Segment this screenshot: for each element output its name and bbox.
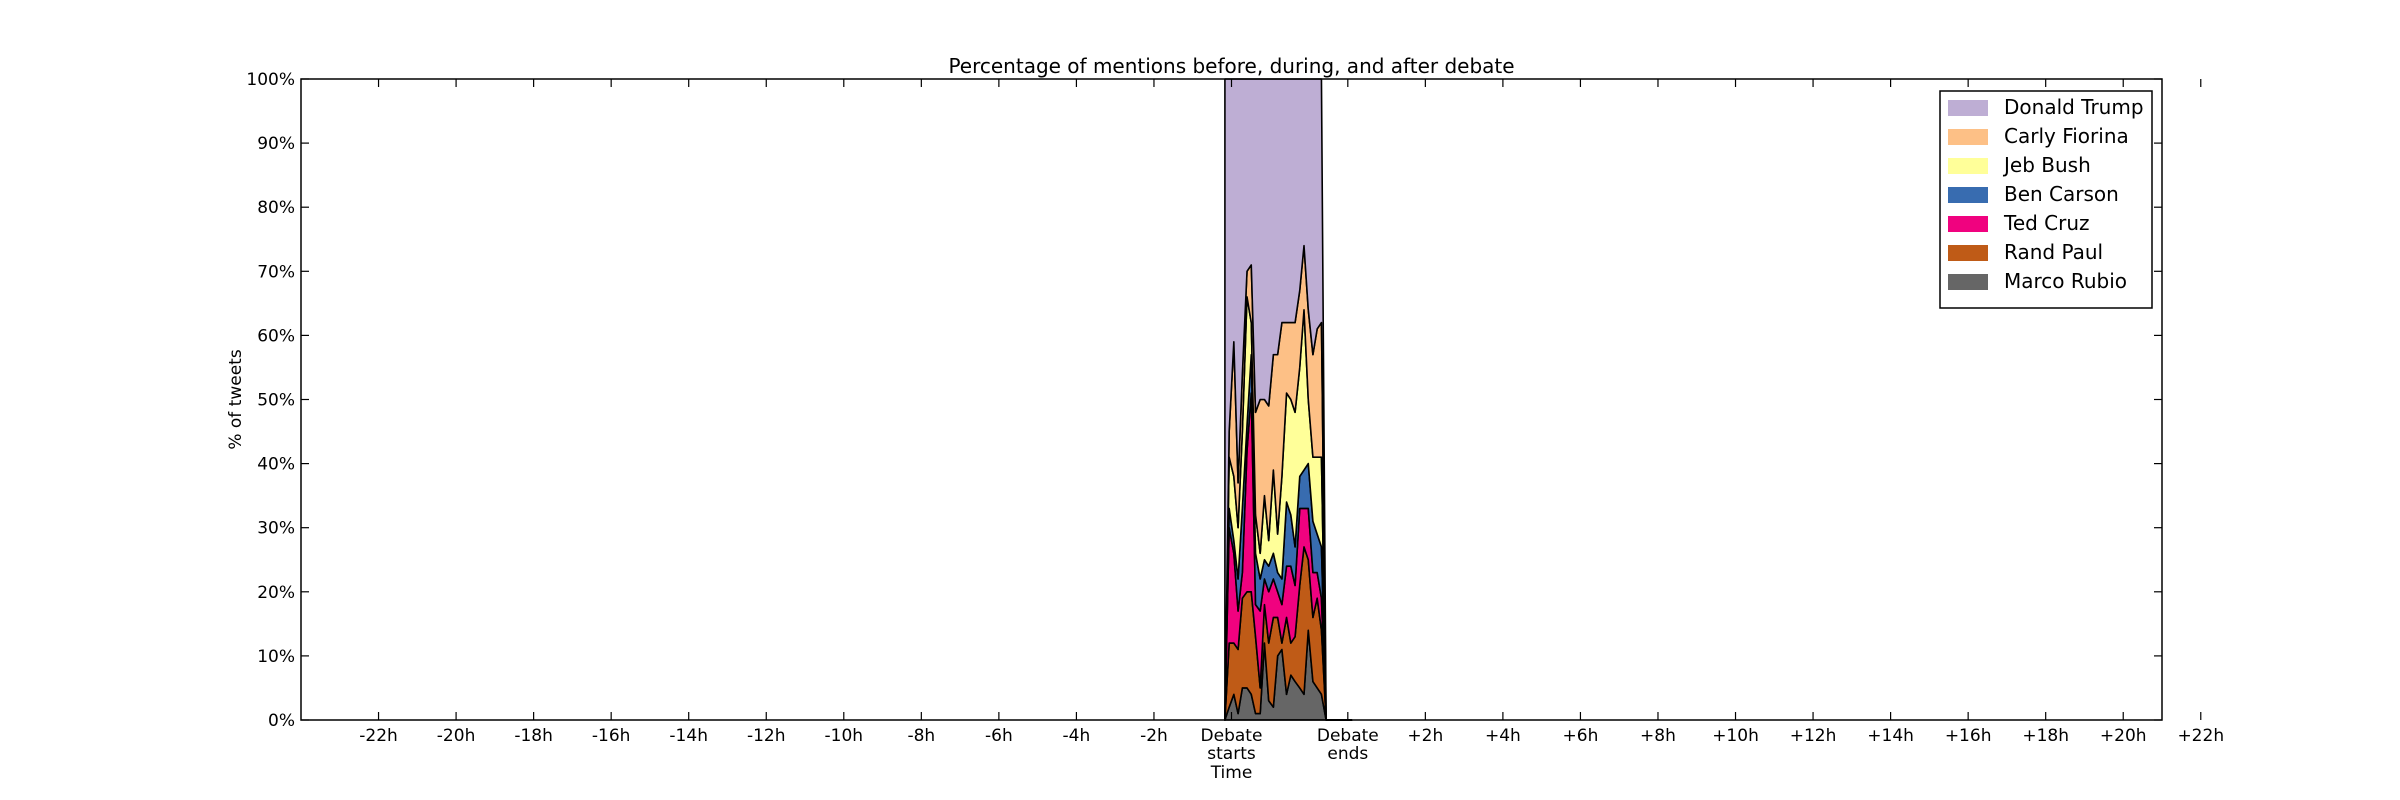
x-tick-label: +4h (1485, 726, 1521, 746)
x-tick-label: +6h (1563, 726, 1599, 746)
legend-label-ben-carson: Ben Carson (2004, 182, 2119, 206)
x-tick-label: +14h (1867, 726, 1914, 746)
y-tick-label: 0% (268, 711, 295, 731)
y-tick-label: 70% (257, 262, 295, 282)
x-tick-label: Debate ends (1317, 726, 1379, 764)
x-tick-label: +12h (1790, 726, 1837, 746)
x-tick-label: +2h (1407, 726, 1443, 746)
y-tick-label: 80% (257, 198, 295, 218)
x-tick-label: -14h (669, 726, 708, 746)
legend-label-jeb-bush: Jeb Bush (2002, 153, 2091, 177)
x-tick-label: -10h (825, 726, 864, 746)
legend-swatch-ted-cruz (1948, 216, 1988, 232)
x-tick-label: -4h (1063, 726, 1091, 746)
x-tick-label: -8h (907, 726, 935, 746)
legend-label-carly-fiorina: Carly Fiorina (2004, 124, 2129, 148)
legend-label-rand-paul: Rand Paul (2004, 240, 2103, 264)
y-tick-label: 60% (257, 326, 295, 346)
tick-marks (301, 78, 2202, 721)
x-tick-label: -2h (1140, 726, 1168, 746)
x-tick-label: -12h (747, 726, 786, 746)
legend-label-donald-trump: Donald Trump (2004, 95, 2144, 119)
x-tick-label: +18h (2022, 726, 2069, 746)
x-tick-label: +20h (2100, 726, 2147, 746)
y-tick-label: 30% (257, 519, 295, 539)
y-tick-labels: 0% 10% 20% 30% 40% 50% 60% 70% 80% 90% 100% (246, 70, 295, 731)
series-areas (1224, 78, 1353, 721)
x-axis-title: Time (1210, 763, 1253, 783)
y-tick-label: 90% (257, 134, 295, 154)
x-tick-label: -16h (592, 726, 631, 746)
y-axis-title: % of tweets (226, 349, 246, 449)
x-tick-labels: -22h -20h -18h -16h -14h -12h -10h -8h -6h -4h -2h… (359, 726, 2224, 764)
x-tick-label: +16h (1945, 726, 1992, 746)
legend-swatch-marco-rubio (1948, 274, 1988, 290)
x-tick-label: -6h (985, 726, 1013, 746)
legend-label-marco-rubio: Marco Rubio (2004, 269, 2127, 293)
chart-title: Percentage of mentions before, during, a… (948, 54, 1514, 78)
legend: Donald Trump Carly Fiorina Jeb Bush Ben Car… (1939, 90, 2153, 309)
x-tick-label: -22h (359, 726, 398, 746)
x-tick-label: Debate starts (1201, 726, 1263, 764)
x-tick-label: +10h (1712, 726, 1759, 746)
y-tick-label: 50% (257, 391, 295, 411)
legend-swatch-ben-carson (1948, 187, 1988, 203)
legend-swatch-donald-trump (1948, 100, 1988, 116)
y-tick-label: 10% (257, 647, 295, 667)
y-tick-label: 100% (246, 70, 295, 90)
x-tick-label: +8h (1640, 726, 1676, 746)
y-tick-label: 20% (257, 583, 295, 603)
legend-swatch-jeb-bush (1948, 158, 1988, 174)
x-tick-label: +22h (2177, 726, 2224, 746)
legend-swatch-rand-paul (1948, 245, 1988, 261)
y-tick-label: 40% (257, 455, 295, 475)
x-tick-label: -20h (437, 726, 476, 746)
legend-swatch-carly-fiorina (1948, 129, 1988, 145)
x-tick-label: -18h (514, 726, 553, 746)
legend-label-ted-cruz: Ted Cruz (2003, 211, 2090, 235)
